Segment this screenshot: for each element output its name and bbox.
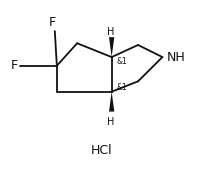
Text: &1: &1 (116, 83, 127, 92)
Polygon shape (108, 37, 114, 57)
Polygon shape (108, 92, 114, 112)
Text: &1: &1 (116, 57, 127, 66)
Text: H: H (106, 27, 114, 37)
Text: H: H (106, 117, 114, 127)
Text: NH: NH (166, 51, 184, 64)
Text: F: F (49, 16, 56, 29)
Text: HCl: HCl (90, 144, 112, 157)
Text: F: F (11, 59, 18, 72)
